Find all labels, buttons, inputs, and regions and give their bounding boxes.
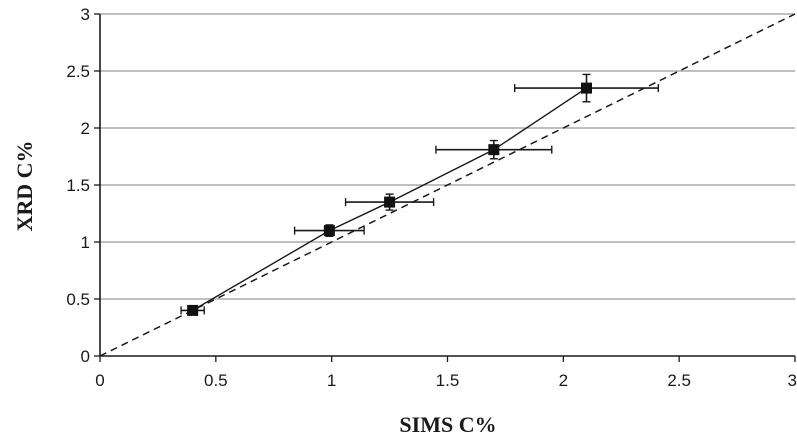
- axes: [94, 13, 796, 362]
- x-tick-label: 0.5: [204, 371, 228, 390]
- data-point-marker: [323, 225, 335, 237]
- x-tick-label: 2: [559, 371, 568, 390]
- data-point-marker: [581, 82, 592, 94]
- y-tick-label: 1.5: [66, 176, 90, 195]
- x-tick-label: 1.5: [436, 371, 460, 390]
- tick-labels: 0 0.5 1 1.5 2 2.5 3 0 0.5 1 1.5 2 2.5 3: [66, 5, 797, 390]
- x-tick-label: 1: [327, 371, 336, 390]
- y-tick-label: 2: [81, 119, 90, 138]
- x-axis-title: SIMS C%: [399, 412, 496, 437]
- x-tick-label: 2.5: [667, 371, 691, 390]
- data-point-marker: [488, 144, 500, 156]
- y-axis-title: XRD C%: [12, 140, 37, 231]
- y-tick-label: 3: [81, 5, 90, 24]
- y-tick-label: 1: [81, 233, 90, 252]
- gridlines: [100, 13, 795, 300]
- y-tick-label: 0.5: [66, 290, 90, 309]
- data-point-marker: [384, 196, 396, 208]
- data-point-marker: [187, 304, 199, 316]
- reference-line-layer: [99, 13, 796, 357]
- series-layer: [180, 73, 660, 316]
- x-tick-label: 0: [95, 371, 104, 390]
- y-tick-label: 0: [81, 347, 90, 366]
- reference-line-dashed: [99, 13, 796, 357]
- y-tick-label: 2.5: [66, 62, 90, 81]
- x-tick-label: 3: [788, 371, 797, 390]
